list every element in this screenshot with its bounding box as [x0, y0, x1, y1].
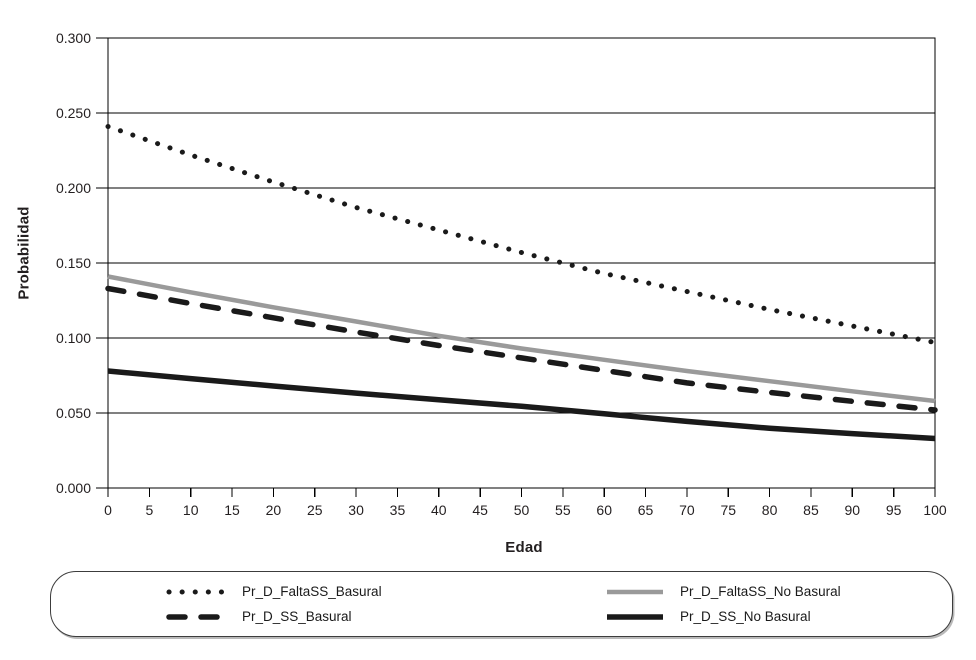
x-tick-label: 10: [183, 502, 199, 518]
x-tick-label: 95: [886, 502, 902, 518]
x-tick-label: 80: [762, 502, 778, 518]
legend-item: Pr_D_SS_Basural: [166, 609, 604, 624]
legend-swatch-dashed-icon: [166, 613, 228, 620]
x-axis-title: Edad: [505, 539, 543, 556]
legend-item-label: Pr_D_SS_Basural: [242, 609, 352, 624]
legend-swatch-dotted-icon: [166, 589, 228, 594]
legend-item-label: Pr_D_FaltaSS_Basural: [242, 584, 382, 599]
x-tick-label: 100: [923, 502, 947, 518]
y-tick-label: 0.300: [56, 30, 91, 46]
legend-swatch-solid-icon: [607, 613, 663, 620]
x-tick-label: 50: [514, 502, 530, 518]
x-tick-label: 55: [555, 502, 571, 518]
x-tick-label: 0: [104, 502, 112, 518]
x-tick-label: 85: [803, 502, 819, 518]
y-tick-label: 0.200: [56, 180, 91, 196]
y-tick-label: 0.050: [56, 405, 91, 421]
y-tick-label: 0.250: [56, 105, 91, 121]
x-tick-label: 20: [266, 502, 282, 518]
y-axis-title: Probabilidad: [15, 206, 33, 300]
legend-item-label: Pr_D_SS_No Basural: [680, 609, 811, 624]
legend-item-label: Pr_D_FaltaSS_No Basural: [680, 584, 841, 599]
series-line-Pr_D_SS_No Basural: [107, 368, 936, 442]
legend-item: Pr_D_FaltaSS_No Basural: [604, 584, 942, 599]
legend-entries: Pr_D_FaltaSS_Basural Pr_D_SS_Basural Pr_D_…: [51, 572, 952, 636]
series-line-Pr_D_FaltaSS_Basural: [105, 124, 938, 345]
x-tick-label: 35: [390, 502, 406, 518]
legend: Pr_D_FaltaSS_Basural Pr_D_SS_Basural Pr_D_…: [50, 571, 953, 637]
y-tick-label: 0.000: [56, 480, 91, 496]
y-tick-label: 0.150: [56, 255, 91, 271]
x-tick-label: 75: [720, 502, 736, 518]
legend-swatch-solid-icon: [607, 589, 663, 594]
x-tick-label: 40: [431, 502, 447, 518]
legend-item: Pr_D_SS_No Basural: [604, 609, 942, 624]
x-tick-label: 25: [307, 502, 323, 518]
x-tick-label: 70: [679, 502, 695, 518]
x-tick-label: 65: [638, 502, 654, 518]
x-tick-label: 60: [596, 502, 612, 518]
series-line-Pr_D_FaltaSS_No Basural: [107, 274, 936, 404]
x-tick-label: 5: [145, 502, 153, 518]
plot-area: 0.000 0.050 0.100 0.150 0.200 0.250 0.300 0 5 10 1…: [56, 30, 947, 518]
x-tick-label: 30: [348, 502, 364, 518]
x-tick-label: 15: [224, 502, 240, 518]
x-tick-label: 45: [472, 502, 488, 518]
y-tick-label: 0.100: [56, 330, 91, 346]
legend-item: Pr_D_FaltaSS_Basural: [166, 584, 604, 599]
x-tick-label: 90: [845, 502, 861, 518]
series-line-Pr_D_SS_Basural: [105, 285, 938, 413]
